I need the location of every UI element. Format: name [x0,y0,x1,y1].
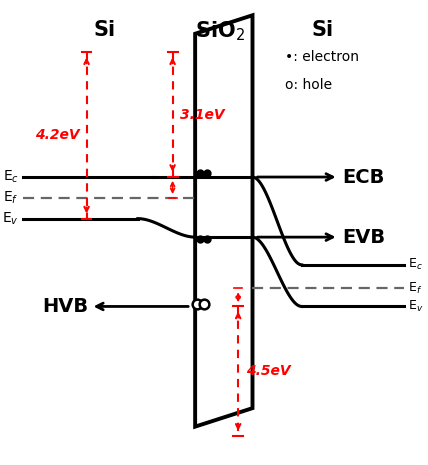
Text: SiO$_2$: SiO$_2$ [195,20,245,44]
Text: o: hole: o: hole [285,78,333,92]
Text: E$_c$: E$_c$ [408,257,423,272]
Text: E$_v$: E$_v$ [2,211,19,227]
Text: E$_c$: E$_c$ [3,169,19,185]
Text: E$_f$: E$_f$ [3,190,19,206]
Text: ECB: ECB [343,167,385,186]
Text: 4.2eV: 4.2eV [35,128,79,142]
Text: •: electron: •: electron [285,50,359,64]
Text: E$_f$: E$_f$ [408,280,422,296]
Text: 4.5eV: 4.5eV [246,364,290,378]
Text: Si: Si [311,20,333,40]
Text: EVB: EVB [343,228,386,246]
Text: HVB: HVB [42,297,89,316]
Text: 3.1eV: 3.1eV [180,107,225,122]
Text: Si: Si [94,20,116,40]
Text: E$_v$: E$_v$ [408,299,423,314]
